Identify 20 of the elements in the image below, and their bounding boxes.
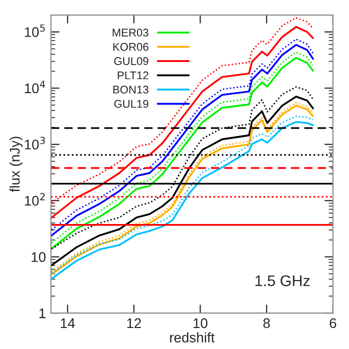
x-tick-label: 8 <box>263 318 270 328</box>
legend-label: KOR06 <box>113 42 148 51</box>
legend-label: GUL09 <box>114 57 148 66</box>
legend-label: GUL19 <box>114 100 148 108</box>
legend-label: MER03 <box>112 28 148 37</box>
x-tick-label: 6 <box>330 318 336 328</box>
y-tick-label: 10$^{3}$ <box>24 136 45 150</box>
y-tick-label: 10$^{5}$ <box>24 24 45 38</box>
y-tick-label: 10 <box>32 252 46 262</box>
y-tick-label: 10$^{4}$ <box>24 80 46 94</box>
legend-label: PLT12 <box>118 71 148 80</box>
y-tick-label: 10$^{2}$ <box>24 193 45 206</box>
legend-label: BON13 <box>113 86 148 94</box>
y-tick-label: 1 <box>39 308 46 318</box>
x-tick-label: 14 <box>60 318 75 328</box>
x-axis-title: redshift <box>170 332 215 342</box>
y-axis-title: flux (nJy) <box>10 136 22 192</box>
x-tick-label: 10 <box>194 318 208 328</box>
x-tick-label: 12 <box>127 318 141 328</box>
annotation: 1.5 GHz <box>256 275 310 286</box>
